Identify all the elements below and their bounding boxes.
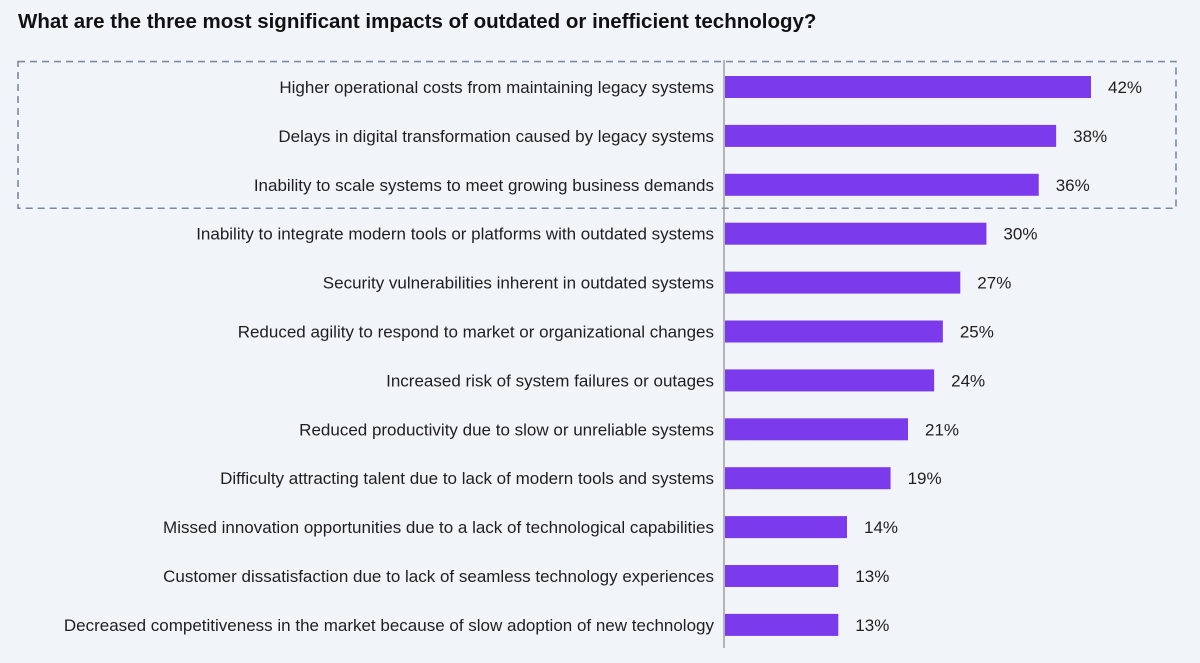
category-label: Increased risk of system failures or out…: [386, 371, 714, 390]
chart-title: What are the three most significant impa…: [18, 10, 817, 33]
value-label: 30%: [1003, 225, 1037, 244]
value-label: 13%: [855, 567, 889, 586]
bar: [725, 320, 943, 343]
category-label: Reduced productivity due to slow or unre…: [299, 420, 714, 439]
category-label: Decreased competitiveness in the market …: [64, 616, 715, 635]
value-label: 25%: [960, 323, 994, 342]
bar: [725, 222, 987, 245]
category-label: Difficulty attracting talent due to lack…: [220, 469, 714, 488]
bar: [725, 516, 847, 539]
category-label: Security vulnerabilities inherent in out…: [323, 274, 714, 293]
bar: [725, 173, 1039, 196]
bar: [725, 76, 1091, 98]
value-label: 38%: [1073, 127, 1107, 146]
value-label: 36%: [1056, 176, 1090, 195]
bar: [725, 613, 839, 636]
highlight-box: [17, 60, 1177, 210]
category-label: Delays in digital transformation caused …: [278, 127, 714, 146]
bar: [725, 271, 961, 294]
value-label: 13%: [855, 616, 889, 635]
bar: [725, 467, 891, 490]
bar: [725, 565, 839, 587]
category-label: Missed innovation opportunities due to a…: [163, 518, 714, 537]
value-label: 21%: [925, 420, 959, 439]
bar: [725, 418, 908, 441]
category-label: Reduced agility to respond to market or …: [238, 323, 714, 342]
bar: [725, 369, 935, 392]
bar: [725, 124, 1057, 147]
category-label: Higher operational costs from maintainin…: [279, 78, 714, 97]
value-label: 14%: [864, 518, 898, 537]
category-label: Customer dissatisfaction due to lack of …: [163, 567, 714, 586]
value-label: 19%: [908, 469, 942, 488]
category-label: Inability to integrate modern tools or p…: [196, 225, 714, 244]
value-label: 24%: [951, 371, 985, 390]
value-label: 42%: [1108, 78, 1142, 97]
value-label: 27%: [977, 274, 1011, 293]
category-label: Inability to scale systems to meet growi…: [254, 176, 714, 195]
